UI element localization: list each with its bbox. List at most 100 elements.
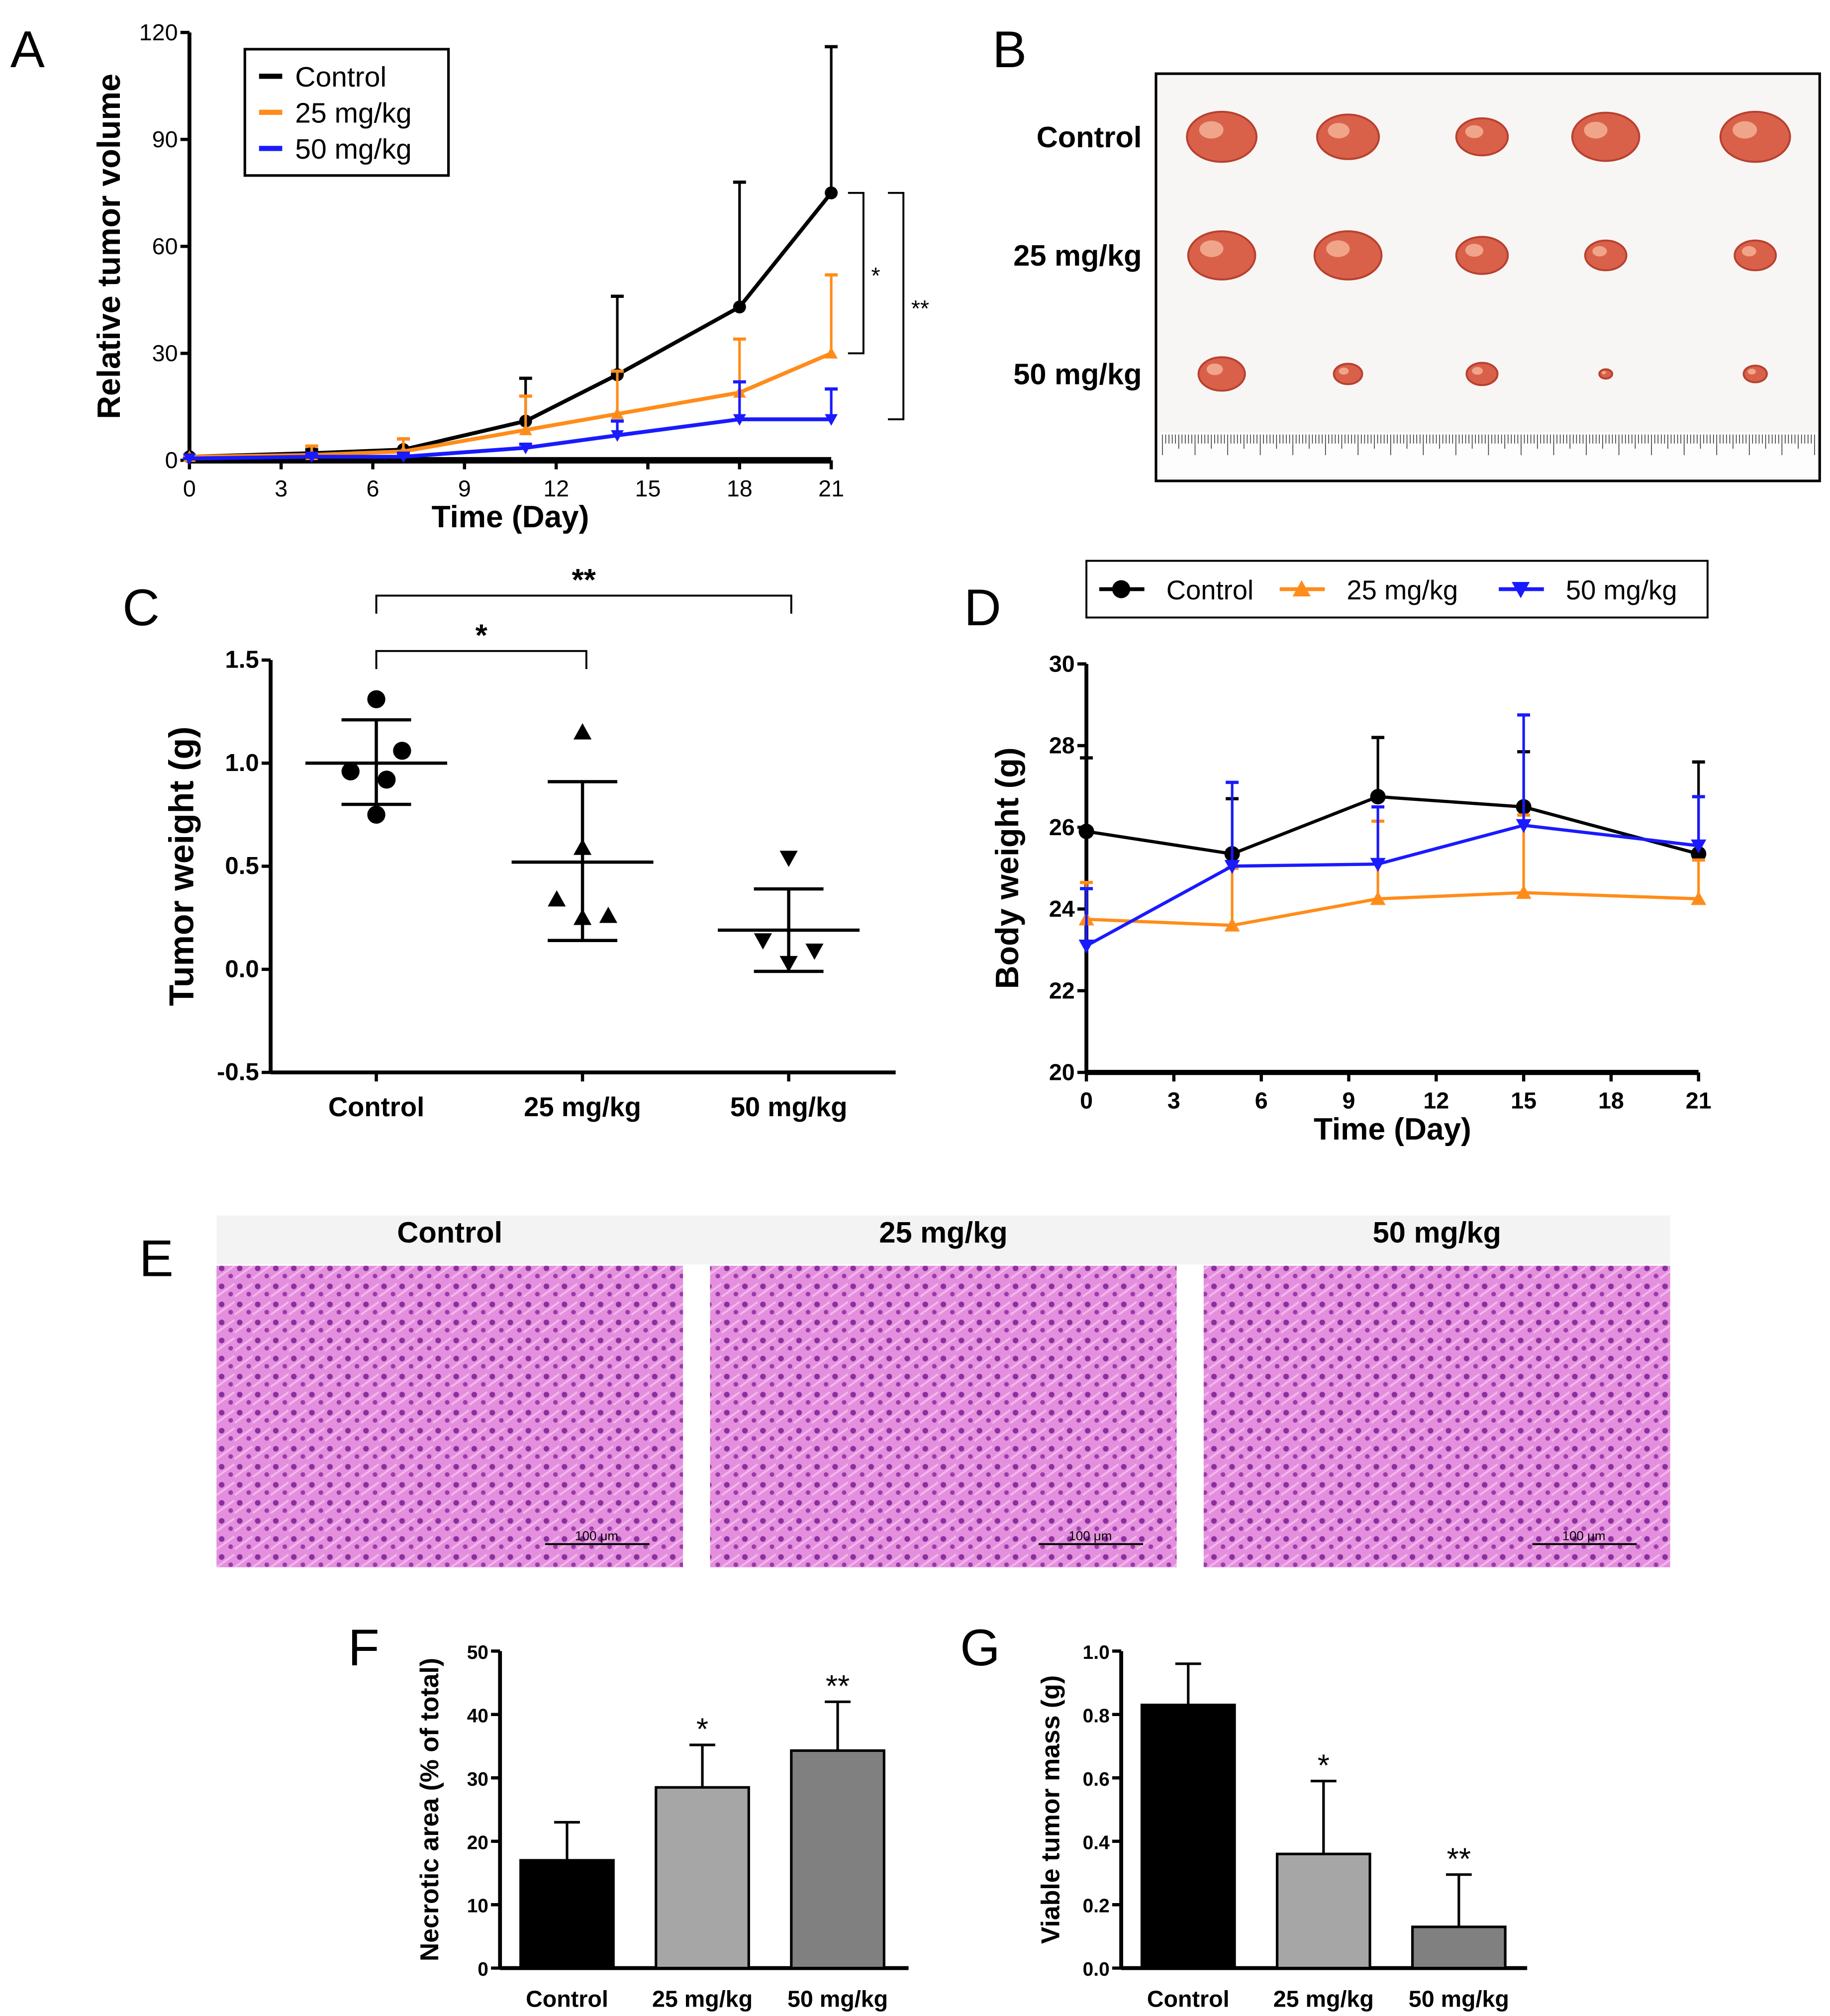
x-axis-label: Time (Day) [1314,1112,1471,1147]
tumor-highlight [1199,121,1224,139]
tumor-highlight [1465,125,1484,138]
tumor-specimen [1742,365,1768,384]
data-point [367,805,385,824]
significance-marker: ** [572,563,596,597]
tumor-specimen [1197,356,1246,392]
y-tick-label: 0 [478,1959,488,1980]
y-tick-label: 0.4 [1083,1832,1110,1853]
legend-label: 25 mg/kg [295,97,411,129]
tumor-specimen [1455,117,1509,157]
data-point [779,956,798,972]
data-point [378,770,396,789]
histology-image [710,1265,1177,1567]
data-point [367,690,385,708]
x-tick-label: 25 mg/kg [1273,1986,1374,2012]
x-tick-label: 21 [818,476,844,501]
data-point [611,430,624,442]
data-point [573,909,592,925]
chart-C: -0.5 0.0 0.5 1.0 1.5 Tumor weight (g) Control 2… [162,563,896,1122]
histology-title: Control [397,1216,502,1249]
y-tick-label: 0.6 [1083,1769,1110,1790]
y-tick-label: 26 [1049,814,1075,840]
data-point [1224,860,1240,874]
x-tick-label: 9 [458,476,471,501]
y-tick-label: 50 [467,1642,488,1663]
significance-bracket [888,192,905,420]
y-tick-label: 60 [152,233,178,259]
tumor-highlight [1741,246,1756,257]
x-tick-label: 18 [1598,1088,1624,1114]
data-point [519,423,532,435]
chart-D: 20 22 24 26 28 30 Body weight (g) 0 3 6 9 12 15 18 21 T… [989,560,1712,1147]
tumor-highlight [1206,363,1223,376]
tumor-highlight [1592,246,1607,257]
data-point [1370,858,1386,872]
y-axis-label: Viable tumor mass (g) [1036,1675,1065,1944]
significance-marker: * [871,263,880,288]
data-point [1112,580,1131,598]
bar [1140,1704,1236,1970]
ruler [1159,432,1818,478]
bar [655,1786,750,1970]
data-point [599,906,618,923]
data-point [805,943,824,960]
scale-bar-label: 100 μm [575,1530,618,1543]
x-tick-label: 0 [1080,1088,1093,1114]
y-tick-label: 28 [1049,733,1075,759]
series-line [189,351,832,459]
tumor-photo: Control 25 mg/kg 50 mg/kg [1013,72,1821,482]
x-axis-label: Time (Day) [432,500,589,534]
data-point [1370,789,1386,805]
y-tick-label: 0.5 [225,852,259,879]
y-tick-label: 90 [152,126,178,152]
x-tick-label: 25 mg/kg [652,1986,753,2012]
y-tick-label: 1.0 [1083,1642,1110,1663]
y-tick-label: 0 [165,447,178,473]
y-tick-label: -0.5 [217,1058,259,1086]
legend-box [1085,560,1709,619]
panel-label-c: C [122,578,160,636]
significance-marker: * [476,618,488,653]
data-point [396,451,410,464]
panel-label-a: A [10,20,45,78]
significance-marker: * [696,1713,708,1747]
tumor-specimen [1598,368,1614,380]
tumor-highlight [1200,240,1224,257]
y-tick-label: 24 [1049,896,1075,922]
data-point [825,186,838,199]
tumor-highlight [1339,367,1349,375]
data-point [779,851,798,867]
histology-image [1203,1265,1670,1567]
y-tick-label: 0.8 [1083,1705,1110,1727]
x-tick-label: 50 mg/kg [730,1092,848,1122]
tumor-specimen [1465,362,1499,386]
tumor-highlight [1326,240,1350,257]
chart-A: 0 30 60 90 120 Relative tumor volume 0 3 6 9 12 15 1… [91,19,929,534]
legend-label: 25 mg/kg [1347,575,1458,605]
data-point [754,933,772,950]
photo-row-label-control: Control [1037,120,1142,154]
y-tick-label: 10 [467,1896,488,1917]
panel-label-e: E [139,1229,174,1287]
data-point [183,453,196,465]
legend-label: 50 mg/kg [1566,575,1677,605]
x-tick-label: 3 [275,476,288,501]
x-tick-label: 3 [1167,1088,1180,1114]
bar [1411,1925,1507,1970]
tumor-specimen [1455,236,1509,275]
x-tick-label: 6 [1255,1088,1268,1114]
photo-row-label-25: 25 mg/kg [1013,239,1142,272]
series-line [1086,891,1699,927]
series-line [1085,823,1699,948]
data-point [733,300,746,314]
data-point [825,414,838,426]
tumor-specimen [1187,230,1256,281]
tumor-specimen [1584,239,1628,272]
histology-title: 25 mg/kg [879,1216,1007,1249]
y-tick-label: 22 [1049,977,1075,1003]
data-point [1691,846,1707,862]
histology-image [216,1265,683,1567]
x-tick-label: 15 [1511,1088,1537,1114]
data-point [1691,891,1707,905]
